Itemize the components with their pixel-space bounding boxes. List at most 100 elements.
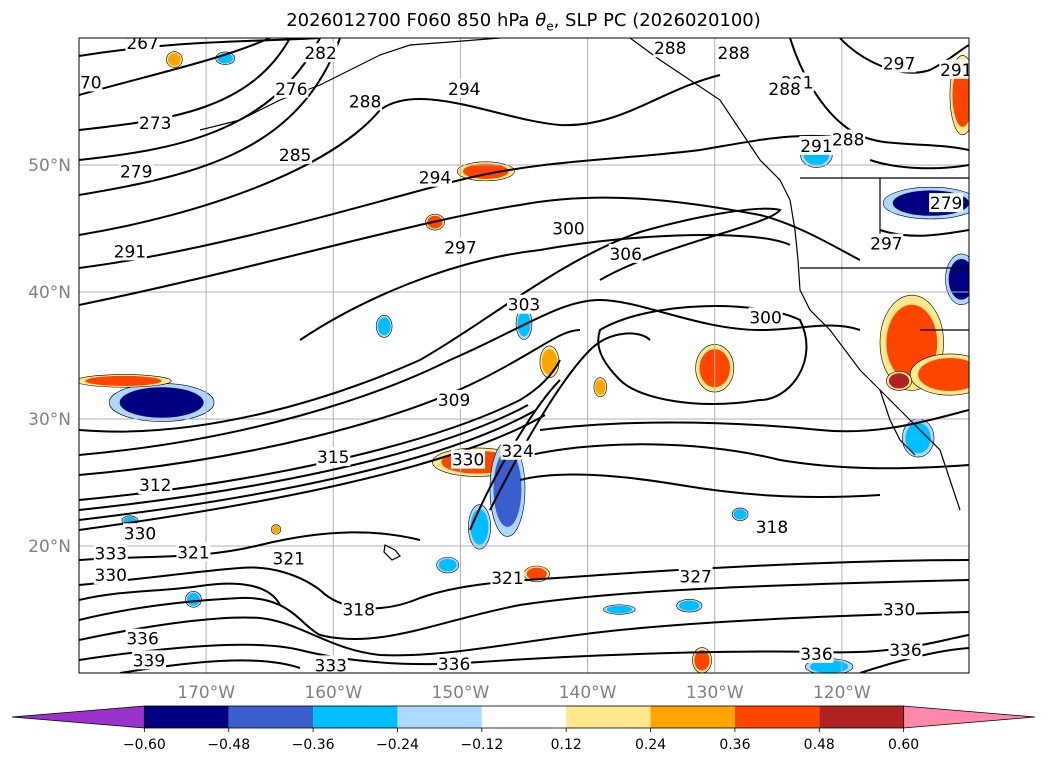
longitude-labels: 170°W 160°W 150°W 140°W 130°W 120°W: [177, 683, 871, 703]
title-prefix: 2026012700 F060 850 hPa: [286, 10, 536, 31]
contour-label-halo: [754, 516, 789, 536]
title-suffix: , SLP PC (2026020100): [553, 10, 761, 31]
anomaly-patch: [541, 349, 558, 375]
anomaly-patch: [272, 525, 280, 534]
contour-label-halo: [608, 243, 643, 263]
contour-label: 318: [756, 518, 788, 538]
contour-label: 279: [120, 162, 152, 182]
contour-label-halo: [678, 566, 713, 586]
contour-label: 288: [718, 44, 750, 64]
contour-label: 330: [95, 566, 127, 586]
contour-label: 315: [317, 448, 349, 468]
contour-label: 288: [768, 80, 800, 100]
contour-label-halo: [418, 167, 452, 187]
contour-label-halo: [888, 640, 923, 660]
contour-label-halo: [437, 389, 472, 409]
contour-label-halo: [882, 53, 917, 73]
contour-line: [529, 443, 969, 470]
contour-label-halo: [799, 643, 834, 663]
contour-line: [299, 233, 791, 341]
contour-label: 288: [654, 39, 686, 59]
anomaly-patch: [85, 375, 162, 386]
colorbar-bin: [313, 706, 398, 728]
contour-label-halo: [490, 567, 525, 587]
contour-label: 300: [749, 308, 781, 328]
anomaly-patch: [119, 387, 204, 418]
contour-label: 300: [552, 220, 584, 240]
contour-line: [79, 559, 969, 610]
contour-label-halo: [112, 241, 147, 261]
contour-label-halo: [551, 218, 586, 238]
contour-label-halo: [443, 237, 478, 257]
contour-label: 330: [452, 451, 484, 471]
contour-label-halo: [131, 650, 166, 670]
contour-label: 327: [679, 567, 711, 587]
contour-label-halo: [313, 655, 348, 673]
contour-label: 336: [126, 630, 158, 650]
contour-label: 339: [133, 651, 165, 671]
theta-e-contours: [79, 38, 969, 673]
contour-label-halo: [500, 440, 535, 460]
colorbar-tick-label: −0.60: [123, 737, 166, 753]
contour-label: 291: [800, 137, 832, 157]
contour-label: 297: [883, 54, 915, 74]
contour-line: [79, 582, 281, 606]
contour-label-halo: [748, 307, 783, 327]
contour-label: 285: [279, 146, 311, 166]
coastline-alaska-panhandle: [629, 38, 791, 201]
contour-line: [519, 473, 881, 498]
anomaly-patch: [595, 379, 606, 395]
map-title: 2026012700 F060 850 hPa θe, SLP PC (2026…: [0, 10, 1047, 34]
contour-label-halo: [278, 144, 313, 164]
contour-label: 330: [883, 601, 915, 621]
colorbar-tick-label: −0.24: [376, 737, 419, 753]
colorbar-bin: [228, 706, 314, 728]
contour-label-halo: [274, 78, 309, 98]
contour-label-halo: [348, 91, 383, 111]
contour-label: 267: [126, 34, 158, 54]
hawaii-islands: [383, 544, 401, 561]
contour-label: 333: [95, 545, 127, 565]
anomaly-patch: [526, 567, 547, 581]
contour-line: [79, 38, 321, 161]
contour-line: [597, 305, 808, 405]
anomaly-patch: [168, 53, 181, 66]
contour-label-halo: [125, 38, 160, 53]
coastline-baja: [879, 389, 916, 456]
contour-label: 336: [438, 655, 470, 675]
colorbar-tick-label: −0.12: [460, 737, 503, 753]
contour-label-halo: [939, 59, 969, 79]
contour-label-halo: [882, 599, 917, 619]
colorbar-bin: [734, 706, 820, 728]
contour-label: 324: [501, 442, 533, 462]
colorbar-extend-high: [903, 705, 1036, 729]
contour-line: [79, 38, 291, 131]
contour-label-halo: [125, 628, 160, 648]
contour-line: [79, 611, 969, 657]
contour-label-halo: [653, 38, 688, 58]
longitude-label: 150°W: [432, 683, 490, 703]
anomaly-patch: [438, 558, 457, 572]
contour-label-halo: [437, 654, 472, 673]
anomaly-patch: [470, 509, 489, 545]
colorbar: −0.60 −0.48 −0.36 −0.24 −0.12 0.12 0.24 0.36 0.4…: [11, 705, 1036, 753]
colorbar-tick-label: 0.12: [551, 737, 582, 753]
contour-line: [79, 196, 861, 306]
contour-line: [79, 207, 782, 433]
contour-label-halo: [929, 193, 964, 213]
contour-label: 297: [444, 239, 476, 259]
latitude-label: 50°N: [28, 156, 71, 176]
coastline-layer: [199, 38, 969, 561]
longitude-label: 120°W: [813, 683, 871, 703]
contour-label: 336: [889, 641, 921, 661]
contour-label-halo: [447, 78, 482, 98]
contour-label: 321: [177, 543, 209, 563]
contour-label-halo: [799, 135, 834, 155]
contour-labels: 267 270 273 276 282 285 279 288 294 294 291 297 300 3…: [79, 34, 969, 675]
contour-label-halo: [138, 113, 173, 133]
contour-label: 306: [609, 245, 641, 265]
latitude-labels: 50°N 40°N 30°N 20°N: [28, 156, 71, 557]
contour-label-halo: [341, 599, 376, 619]
contour-label-halo: [79, 72, 103, 92]
